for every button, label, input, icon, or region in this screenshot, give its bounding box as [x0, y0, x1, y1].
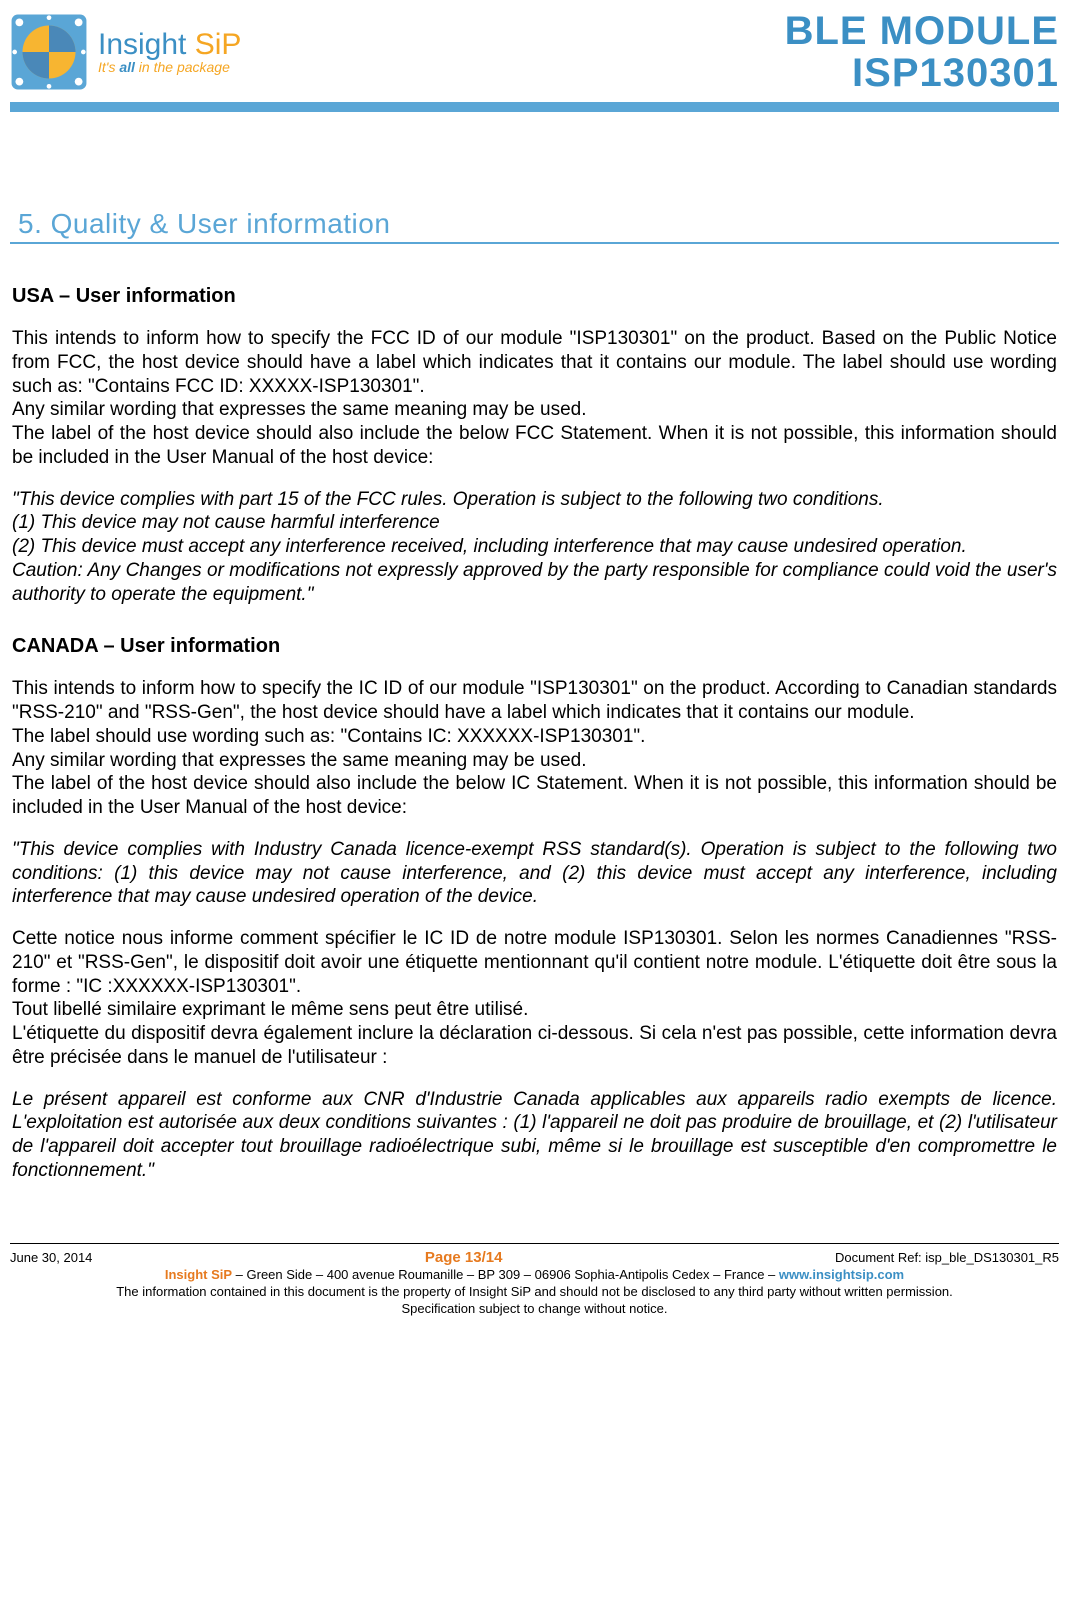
usa-p2: Any similar wording that expresses the s…	[12, 398, 1057, 422]
usa-p1: This intends to inform how to specify th…	[12, 327, 1057, 398]
footer-docref: Document Ref: isp_ble_DS130301_R5	[835, 1250, 1059, 1267]
canada-heading: CANADA – User information	[12, 634, 1057, 659]
usa-p3: The label of the host device should also…	[12, 422, 1057, 470]
brand-name: Insight SiP	[98, 30, 241, 60]
canada-p4: The label of the host device should also…	[12, 772, 1057, 820]
logo-icon	[10, 13, 88, 91]
logo-block: Insight SiP It's all in the package	[10, 13, 241, 91]
brand-word-2: SiP	[195, 28, 242, 61]
brand-word-1: Insight	[98, 28, 195, 61]
footer-company: Insight SiP	[165, 1267, 232, 1282]
section-title-wrap: 5. Quality & User information	[10, 202, 1059, 244]
footer-row1: June 30, 2014 Page 13/14 Document Ref: i…	[10, 1248, 1059, 1268]
usa-i3: (2) This device must accept any interfer…	[12, 535, 1057, 559]
footer-url: www.insightsip.com	[779, 1267, 904, 1282]
usa-fcc-statement: "This device complies with part 15 of th…	[12, 488, 1057, 607]
logo-text: Insight SiP It's all in the package	[98, 30, 241, 74]
footer-address-line: Insight SiP – Green Side – 400 avenue Ro…	[10, 1267, 1059, 1284]
product-line1: BLE MODULE	[785, 10, 1059, 52]
footer-disclaimer2: Specification subject to change without …	[10, 1301, 1059, 1318]
page-header: Insight SiP It's all in the package BLE …	[10, 10, 1059, 102]
product-title: BLE MODULE ISP130301	[785, 10, 1059, 94]
usa-i4: Caution: Any Changes or modifications no…	[12, 559, 1057, 607]
usa-heading: USA – User information	[12, 284, 1057, 309]
tagline-rest: in the package	[135, 59, 230, 75]
usa-i1: "This device complies with part 15 of th…	[12, 488, 1057, 512]
brand-tagline: It's all in the package	[98, 60, 241, 74]
footer-address: – Green Side – 400 avenue Roumanille – B…	[232, 1267, 779, 1282]
canada-fp2: Tout libellé similaire exprimant le même…	[12, 998, 1057, 1022]
canada-i1: "This device complies with Industry Cana…	[12, 838, 1057, 909]
section-title: 5. Quality & User information	[10, 202, 390, 242]
usa-i2: (1) This device may not cause harmful in…	[12, 511, 1057, 535]
tagline-all: all	[119, 59, 135, 75]
canada-p2: The label should use wording such as: "C…	[12, 725, 1057, 749]
footer-date: June 30, 2014	[10, 1250, 92, 1267]
canada-p1: This intends to inform how to specify th…	[12, 677, 1057, 725]
footer-page: Page 13/14	[425, 1248, 503, 1268]
footer: June 30, 2014 Page 13/14 Document Ref: i…	[10, 1243, 1059, 1318]
canada-fi1: Le présent appareil est conforme aux CNR…	[12, 1088, 1057, 1183]
canada-p3: Any similar wording that expresses the s…	[12, 749, 1057, 773]
header-divider	[10, 102, 1059, 112]
product-line2: ISP130301	[785, 52, 1059, 94]
canada-fp3: L'étiquette du dispositif devra égalemen…	[12, 1022, 1057, 1070]
canada-fp1: Cette notice nous informe comment spécif…	[12, 927, 1057, 998]
tagline-its: It's	[98, 59, 119, 75]
footer-disclaimer1: The information contained in this docume…	[10, 1284, 1059, 1301]
content: USA – User information This intends to i…	[10, 284, 1059, 1183]
